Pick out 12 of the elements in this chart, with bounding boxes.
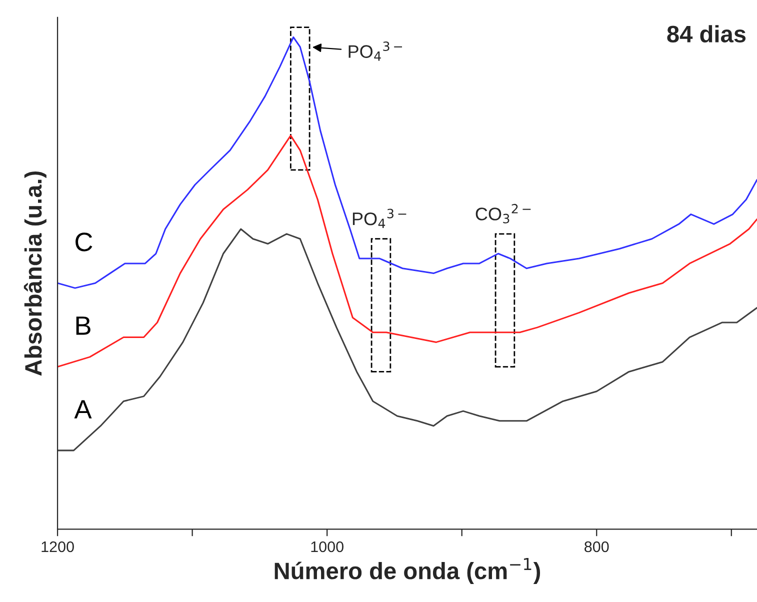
x-tick-label: 1000 bbox=[311, 541, 344, 552]
y-axis-title: Absorbância (u.a.) bbox=[24, 171, 46, 376]
series-label: A bbox=[74, 400, 92, 418]
series-label: C bbox=[76, 232, 92, 252]
annotation: 84 dias bbox=[667, 25, 746, 42]
x-tick-label: 1200 bbox=[42, 541, 74, 552]
annotation: CO$_{3}$$^{2−}$ bbox=[476, 204, 531, 224]
x-tick-label: 800 bbox=[584, 541, 609, 552]
x-axis-title: Número de onda (cm$^{−1}$) bbox=[274, 558, 540, 584]
annotation: PO$_{4}$$^{3−}$ bbox=[348, 41, 402, 61]
annotation: PO$_{4}$$^{3−}$ bbox=[352, 208, 406, 228]
series-label: B bbox=[76, 316, 90, 335]
